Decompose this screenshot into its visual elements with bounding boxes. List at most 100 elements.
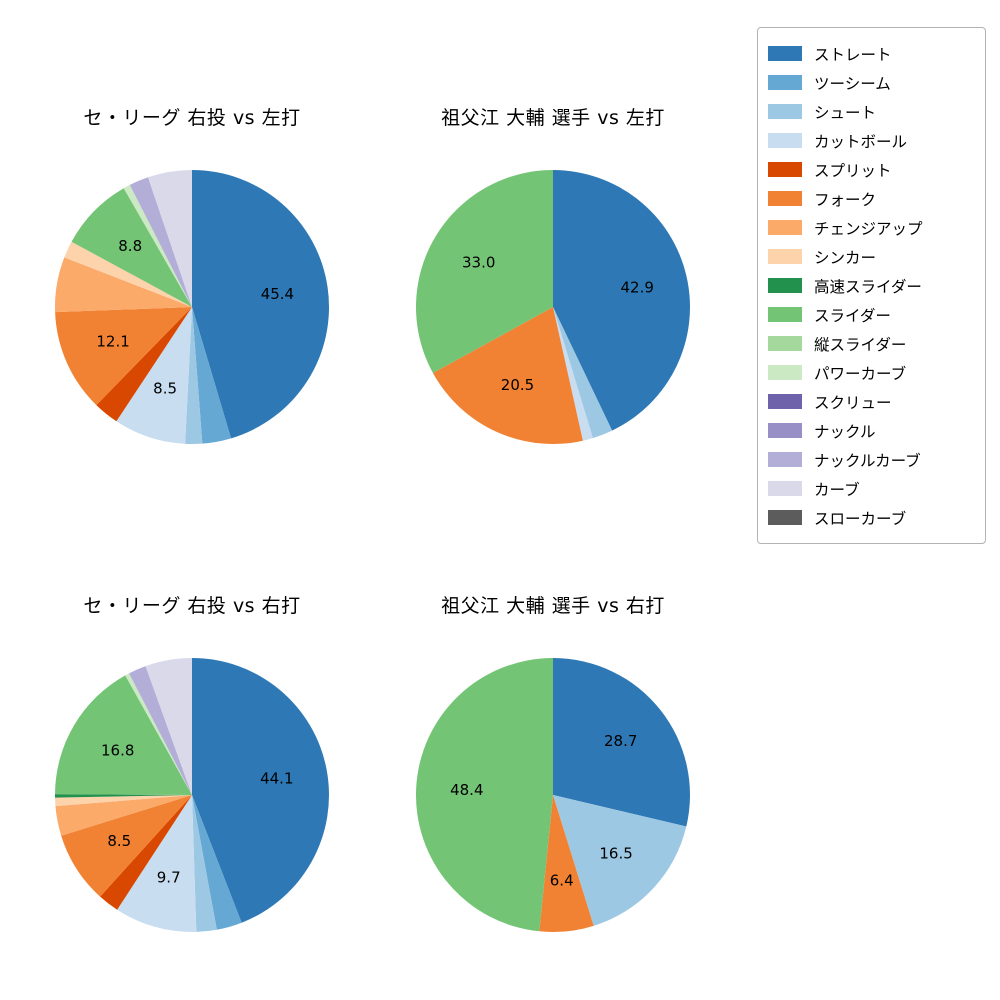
pie-slice-チェンジアップ [55, 795, 193, 836]
legend-item-10: 縦スライダー [768, 329, 975, 358]
legend-item-13: ナックル [768, 416, 975, 445]
legend-label: スクリュー [814, 393, 892, 412]
pie-chart-player-vs-left: 42.9 20.5 33.0 [416, 170, 690, 444]
pie-slice-シュート [553, 307, 613, 439]
pie-slice-ストレート [192, 658, 329, 923]
legend-label: フォーク [814, 190, 877, 209]
pie-slice-value-label: 48.4 [450, 781, 483, 799]
legend-swatch-icon [768, 46, 802, 61]
legend-swatch-icon [768, 394, 802, 409]
legend-swatch-icon [768, 510, 802, 525]
legend-item-16: スローカーブ [768, 503, 975, 532]
pie-slice-ナックルカーブ [129, 666, 192, 795]
legend-item-1: ツーシーム [768, 68, 975, 97]
pie-slice-value-label: 44.1 [260, 770, 293, 788]
pie-chart-league-vs-left: 45.4 8.5 12.1 8.8 [55, 170, 330, 445]
legend-label: シュート [814, 103, 877, 122]
pie-slice-ツーシーム [192, 795, 242, 930]
pie-slice-スプリット [96, 307, 192, 422]
chart-title-player-vs-left: 祖父江 大輔 選手 vs 左打 [441, 107, 665, 129]
chart-title-league-vs-right: セ・リーグ 右投 vs 右打 [83, 595, 301, 617]
legend-swatch-icon [768, 336, 802, 351]
pie-slice-value-label: 42.9 [620, 278, 653, 296]
legend-label: ナックル [814, 422, 876, 441]
legend-swatch-icon [768, 220, 802, 235]
pie-slice-ストレート [192, 170, 330, 439]
pie-slice-フォーク [432, 307, 583, 444]
pie-slice-カットボール [553, 307, 593, 441]
legend-swatch-icon [768, 481, 802, 496]
legend-item-12: スクリュー [768, 387, 975, 416]
pie-slice-シュート [553, 795, 687, 926]
pie-slice-シンカー [64, 241, 192, 307]
pie-slice-スライダー [415, 658, 553, 932]
pie-slice-value-label: 8.5 [107, 832, 131, 850]
legend-item-2: シュート [768, 97, 975, 126]
pie-slice-スプリット [100, 795, 192, 910]
legend-label: シンカー [814, 248, 877, 267]
pie-slice-ナックルカーブ [129, 177, 192, 307]
pie-slice-value-label: 33.0 [462, 254, 495, 272]
legend-swatch-icon [768, 307, 802, 322]
legend-swatch-icon [768, 249, 802, 264]
pie-slice-value-label: 9.7 [157, 869, 181, 887]
pie-slice-カーブ [145, 658, 192, 795]
legend-label: 高速スライダー [814, 277, 922, 296]
chart-title-league-vs-left: セ・リーグ 右投 vs 左打 [83, 107, 301, 129]
legend-swatch-icon [768, 75, 802, 90]
legend-item-7: シンカー [768, 242, 975, 271]
legend-swatch-icon [768, 423, 802, 438]
pie-slice-パワーカーブ [123, 184, 192, 307]
pie-slice-ツーシーム [192, 307, 232, 444]
legend-item-3: カットボール [768, 126, 975, 155]
legend-item-15: カーブ [768, 474, 975, 503]
legend-item-0: ストレート [768, 39, 975, 68]
legend-item-14: ナックルカーブ [768, 445, 975, 474]
pie-slice-シュート [192, 795, 217, 932]
legend-item-9: スライダー [768, 300, 975, 329]
pie-slice-スライダー [71, 188, 192, 307]
legend: ストレートツーシームシュートカットボール スプリットフォークチェンジアップ シンカー… [757, 27, 986, 544]
pie-slice-value-label: 12.1 [96, 333, 129, 351]
pie-slice-value-label: 28.7 [604, 732, 637, 750]
legend-label: ツーシーム [814, 74, 891, 93]
legend-label: ストレート [814, 45, 892, 64]
pie-slice-シンカー [55, 795, 192, 807]
pie-slice-value-label: 8.5 [153, 380, 177, 398]
legend-label: カットボール [814, 132, 908, 151]
pie-slice-value-label: 20.5 [501, 376, 534, 394]
legend-swatch-icon [768, 452, 802, 467]
legend-label: カーブ [814, 480, 860, 499]
pie-slice-value-label: 16.8 [101, 742, 134, 760]
pie-chart-player-vs-right: 28.7 16.5 6.4 48.4 [415, 658, 690, 933]
pie-slice-value-label: 16.5 [599, 844, 632, 862]
legend-swatch-icon [768, 278, 802, 293]
pie-slice-value-label: 8.8 [118, 237, 142, 255]
chart-title-player-vs-right: 祖父江 大輔 選手 vs 右打 [441, 595, 665, 617]
pie-slice-高速スライダー [54, 794, 192, 798]
legend-swatch-icon [768, 365, 802, 380]
legend-label: スプリット [814, 161, 892, 180]
legend-item-4: スプリット [768, 155, 975, 184]
legend-item-6: チェンジアップ [768, 213, 975, 242]
pie-chart-league-vs-right: 44.1 9.7 8.5 16.8 [54, 658, 329, 932]
legend-label: チェンジアップ [814, 219, 923, 238]
legend-swatch-icon [768, 191, 802, 206]
pie-slice-カーブ [148, 170, 192, 307]
legend-swatch-icon [768, 162, 802, 177]
pie-slice-フォーク [61, 795, 193, 897]
legend-label: 縦スライダー [814, 335, 907, 354]
pie-slice-スライダー [416, 170, 553, 373]
pie-slice-シュート [185, 307, 203, 445]
legend-swatch-icon [768, 133, 802, 148]
legend-label: パワーカーブ [814, 364, 907, 383]
legend-item-5: フォーク [768, 184, 975, 213]
pie-slice-value-label: 6.4 [550, 871, 574, 889]
pie-slice-カットボール [116, 307, 192, 444]
pie-slice-value-label: 45.4 [261, 285, 294, 303]
legend-item-8: 高速スライダー [768, 271, 975, 300]
legend-item-11: パワーカーブ [768, 358, 975, 387]
pie-slice-ストレート [553, 170, 690, 431]
pie-slice-チェンジアップ [55, 257, 193, 313]
